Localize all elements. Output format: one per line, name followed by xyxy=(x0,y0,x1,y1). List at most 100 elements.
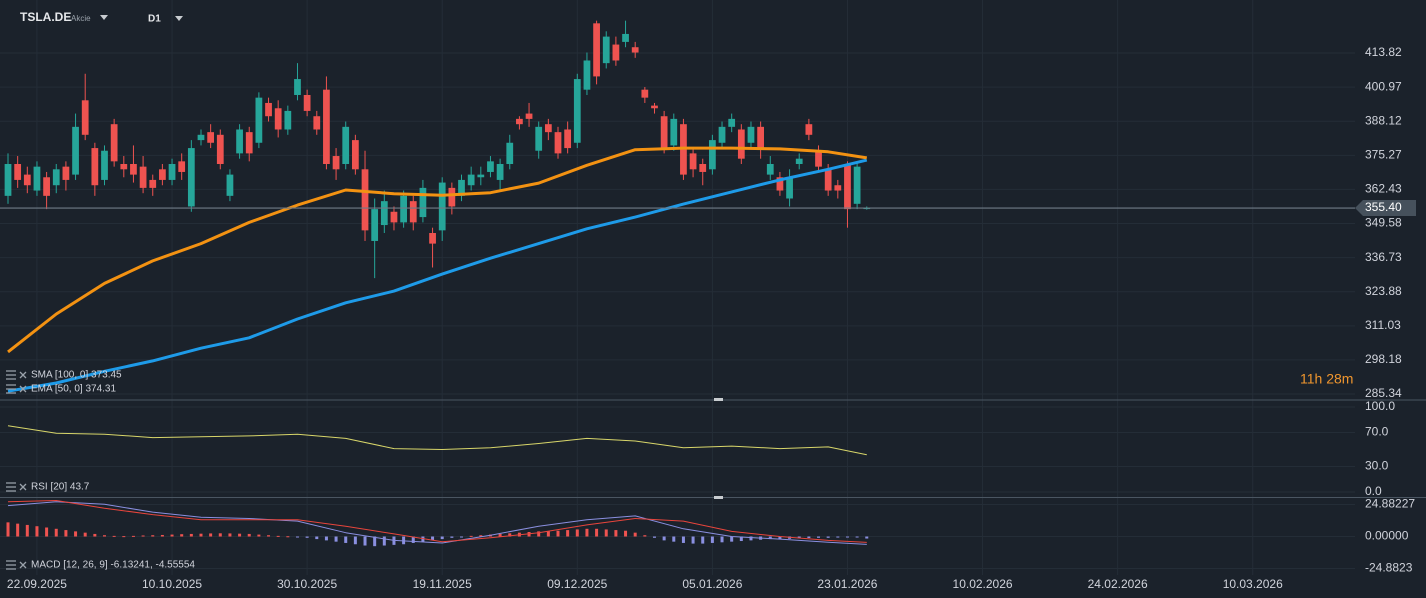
histogram-bar xyxy=(209,533,213,537)
y-tick-label: 311.03 xyxy=(1365,318,1401,332)
histogram-bar xyxy=(527,532,531,537)
candle-body xyxy=(303,94,311,111)
symbol[interactable]: TSLA.DE xyxy=(20,10,71,24)
candle-body xyxy=(429,233,436,244)
candle-body xyxy=(747,126,755,143)
histogram-bar xyxy=(662,536,666,541)
legend-close-icon[interactable] xyxy=(19,385,27,393)
candle-body xyxy=(255,97,263,143)
histogram-bar xyxy=(151,535,155,537)
legend-close-icon[interactable] xyxy=(19,561,27,569)
y-tick-label: -24.8823 xyxy=(1365,561,1413,575)
legend-menu-icon[interactable] xyxy=(6,370,16,380)
y-tick-label: 24.88227 xyxy=(1365,497,1415,511)
histogram-bar xyxy=(112,535,116,537)
candle-body xyxy=(81,100,89,135)
candle-body xyxy=(380,201,388,226)
candle-body xyxy=(371,209,379,241)
histogram-bar xyxy=(652,536,656,538)
histogram-bar xyxy=(720,536,724,543)
pane-handle[interactable] xyxy=(714,398,723,401)
timeframe[interactable]: D1 xyxy=(148,14,161,25)
histogram-bar xyxy=(566,530,570,537)
legend-menu-icon[interactable] xyxy=(6,482,16,492)
candle-body xyxy=(419,187,427,218)
candle-body xyxy=(631,47,639,53)
candle-body xyxy=(660,116,668,149)
histogram-bar xyxy=(286,536,290,538)
histogram-bar xyxy=(604,529,608,537)
histogram-bar xyxy=(739,536,743,542)
candle-body xyxy=(43,177,50,196)
plot xyxy=(0,20,1355,547)
y-tick-label: 0.00000 xyxy=(1365,529,1409,543)
candle-body xyxy=(168,163,176,180)
indicator-line xyxy=(7,501,867,545)
candle-body xyxy=(62,166,70,180)
y-tick-label: 336.73 xyxy=(1365,250,1402,264)
candle-body xyxy=(487,161,494,172)
candle-body xyxy=(52,169,60,186)
candle-body xyxy=(438,182,446,231)
histogram-bar xyxy=(373,536,377,547)
histogram-bar xyxy=(344,536,348,543)
histogram-bar xyxy=(363,536,367,546)
histogram-bar xyxy=(807,536,811,539)
candle-body xyxy=(178,161,186,172)
candle-body xyxy=(602,36,610,64)
indicator-line xyxy=(7,146,868,354)
x-tick-label: 30.10.2025 xyxy=(277,577,337,591)
histogram-bar xyxy=(469,535,473,537)
histogram-bar xyxy=(865,536,869,539)
histogram-bar xyxy=(315,536,319,540)
legend-menu-icon[interactable] xyxy=(6,560,16,570)
histogram-bar xyxy=(575,529,579,537)
candle-body xyxy=(159,169,166,180)
y-tick-label: 70.0 xyxy=(1365,425,1389,439)
candle-body xyxy=(786,177,793,199)
candle-body xyxy=(573,79,581,143)
dropdown-arrow[interactable] xyxy=(100,15,108,20)
candle-body xyxy=(834,185,842,191)
histogram-bar xyxy=(276,535,280,537)
histogram-bar xyxy=(353,536,357,545)
x-tick-label: 19.11.2025 xyxy=(413,577,472,591)
candle-body xyxy=(351,140,359,170)
histogram-bar xyxy=(16,523,20,537)
legend-menu-icon[interactable] xyxy=(6,384,16,394)
pane-handle[interactable] xyxy=(714,496,723,499)
candle-body xyxy=(294,79,301,95)
histogram-bar xyxy=(624,530,628,537)
y-tick-label: 323.88 xyxy=(1365,284,1402,298)
histogram-bar xyxy=(267,535,271,537)
candle-body xyxy=(342,126,350,164)
candle-body xyxy=(554,132,562,154)
histogram-bar xyxy=(247,533,251,537)
candle-body xyxy=(853,166,861,204)
y-tick-label: 285.34 xyxy=(1365,386,1402,400)
histogram-bar xyxy=(199,533,203,537)
legends: SMA [100, 0] 373.45 EMA [50, 0] 374.31 RSI… xyxy=(6,370,195,571)
legend-close-icon[interactable] xyxy=(19,483,27,491)
candle-body xyxy=(467,174,475,186)
x-tick-label: 10.03.2026 xyxy=(1223,577,1283,591)
y-tick-label: 388.12 xyxy=(1365,113,1402,127)
histogram-bar xyxy=(710,536,714,543)
candle-body xyxy=(699,163,707,172)
legend-close-icon[interactable] xyxy=(19,371,27,379)
histogram-bar xyxy=(25,524,29,537)
dropdown-arrow[interactable] xyxy=(175,16,183,21)
histogram-bar xyxy=(6,522,10,537)
histogram-bar xyxy=(218,533,222,537)
candle-body xyxy=(622,33,629,42)
candle-body xyxy=(824,169,832,191)
histogram-bar xyxy=(421,536,425,542)
last-price-tag xyxy=(1355,200,1416,217)
candle-body xyxy=(612,44,620,61)
candle-body xyxy=(593,23,600,77)
histogram-bar xyxy=(450,536,454,538)
y-tick-label: 375.27 xyxy=(1365,147,1402,161)
candle-body xyxy=(496,163,504,180)
y-tick-label: 400.97 xyxy=(1365,79,1402,93)
histogram-bar xyxy=(508,533,512,537)
